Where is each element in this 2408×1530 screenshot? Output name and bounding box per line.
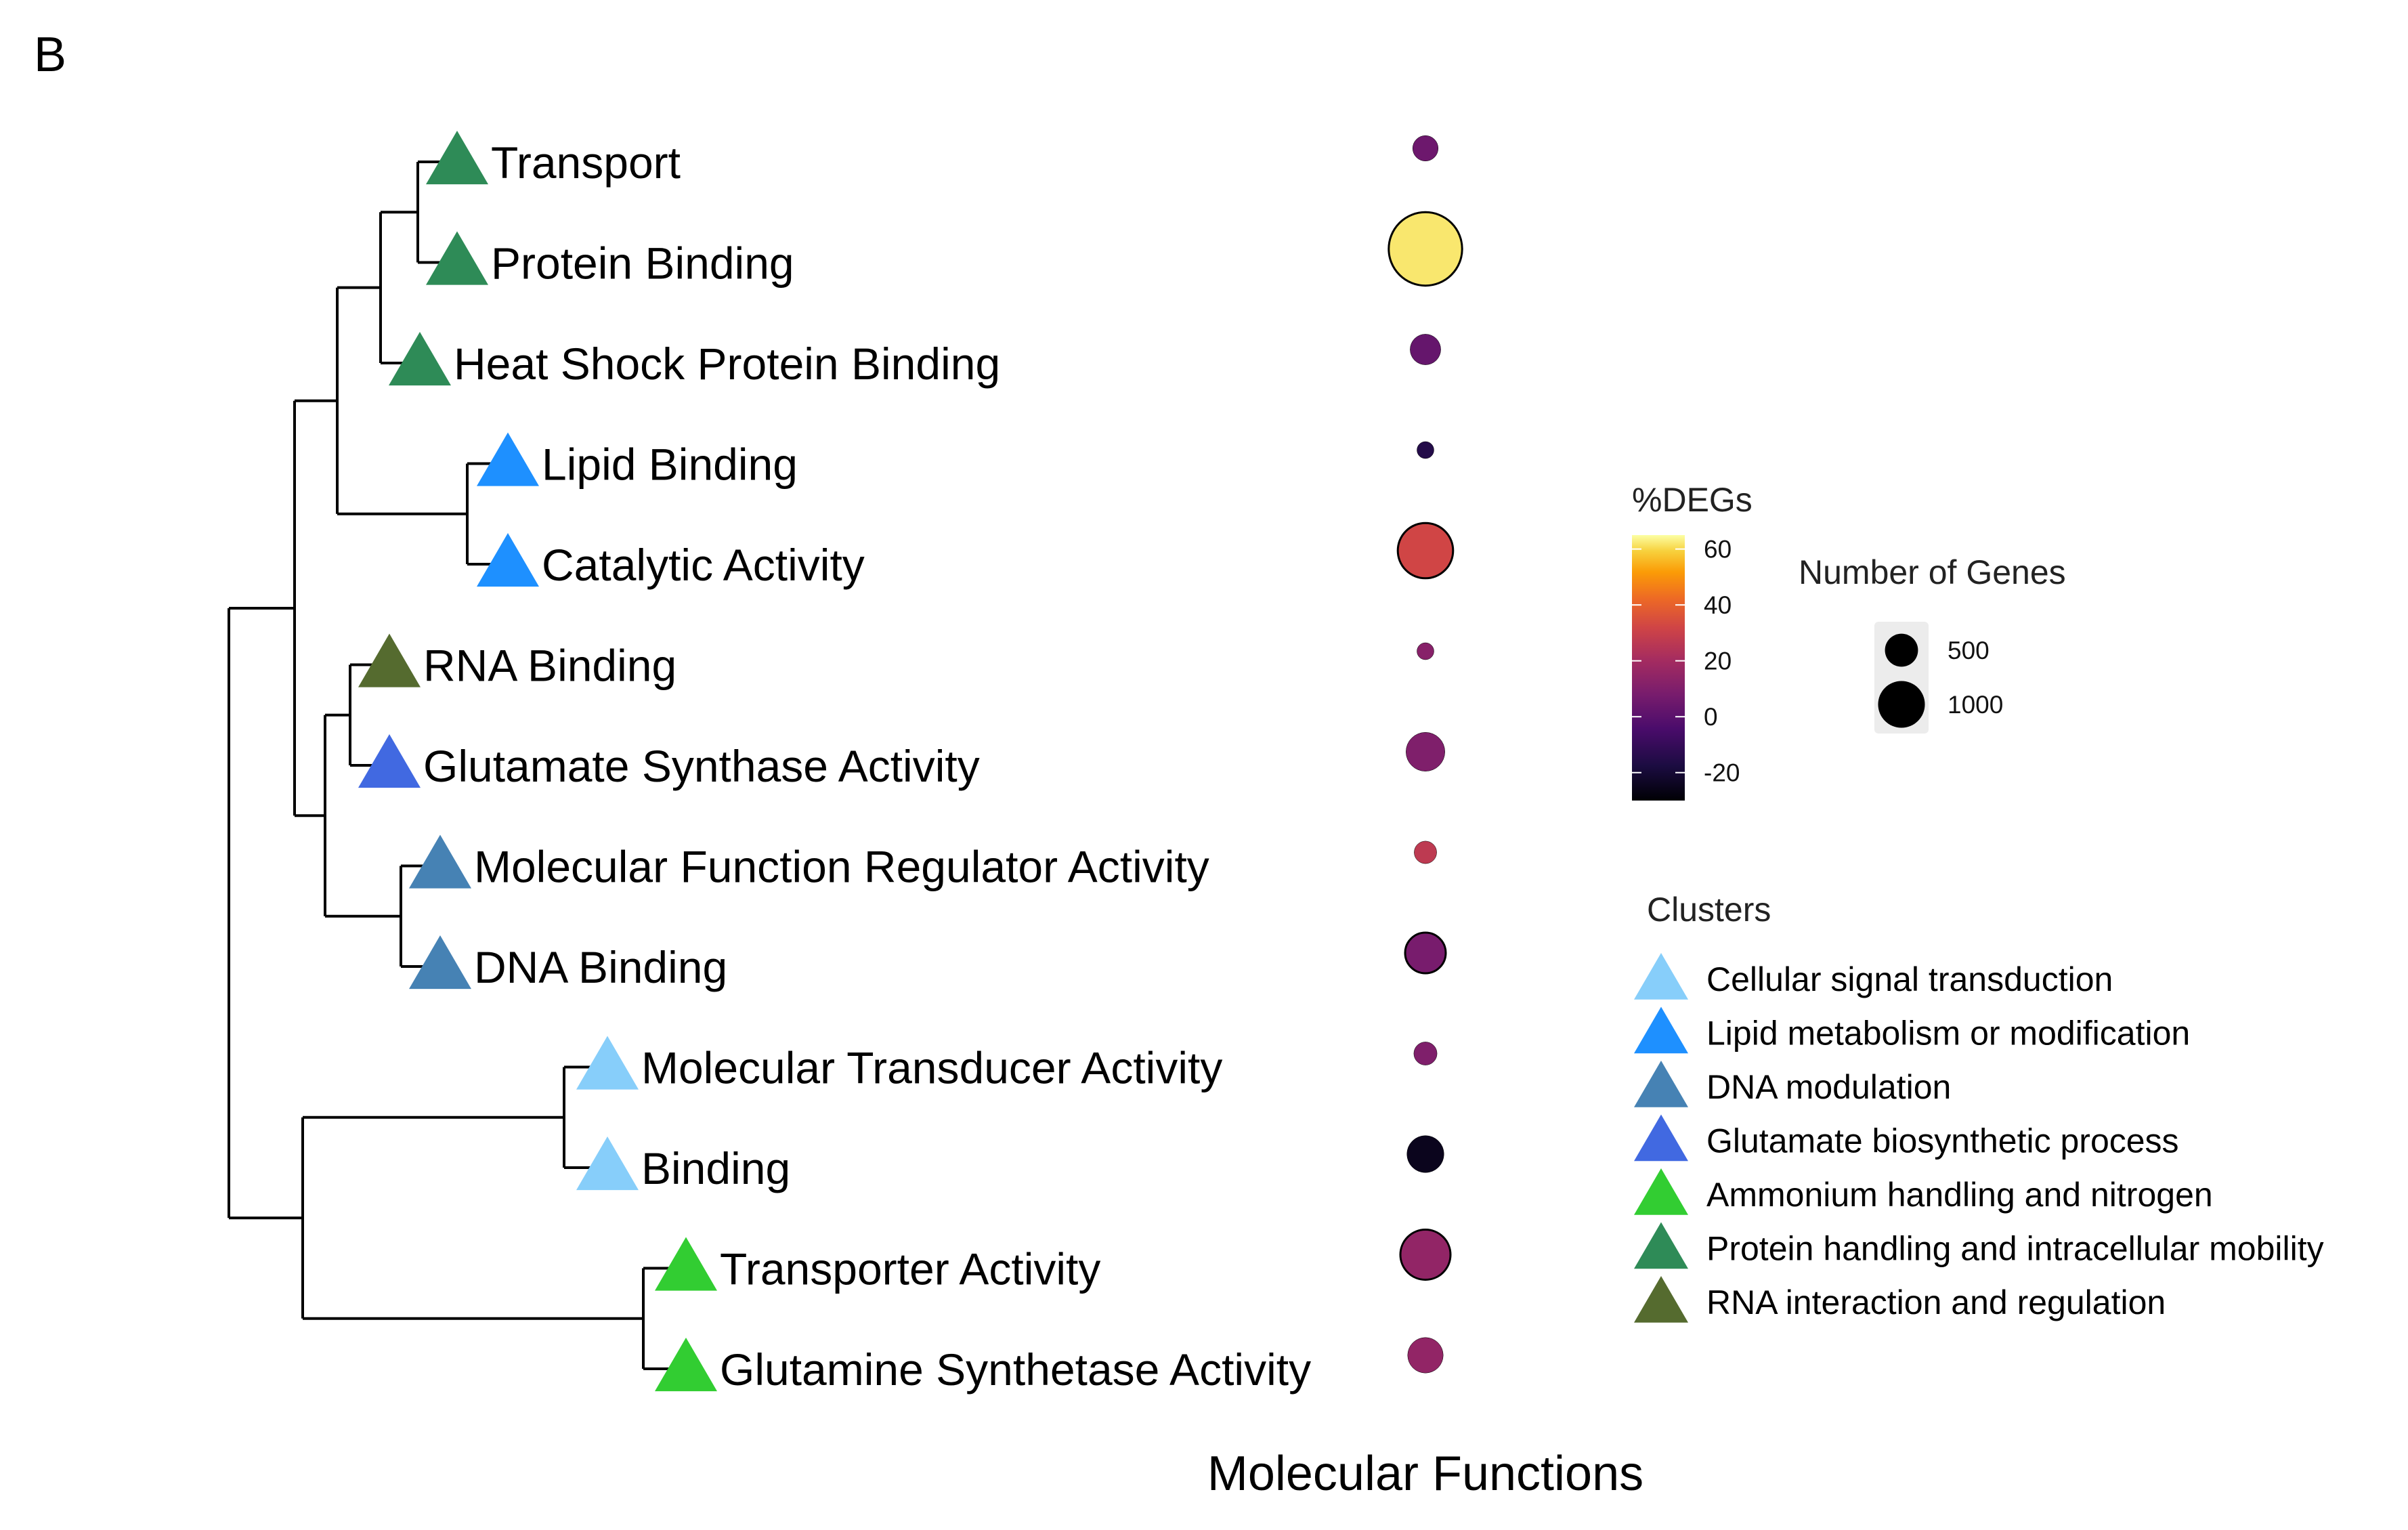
leaf-marker-transport: [426, 131, 488, 185]
cluster-label-protein-handling-and-intracellular-mobility: Protein handling and intracellular mobil…: [1706, 1230, 2324, 1268]
leaf-label-rna-binding: RNA Binding: [423, 641, 676, 691]
bubble-protein-binding: [1388, 211, 1463, 287]
leaf-marker-catalytic-activity: [477, 533, 539, 587]
panel-label: B: [34, 28, 66, 82]
bubble-heat-shock-protein-binding: [1410, 334, 1441, 365]
bubble-glutamine-synthetase-activity: [1407, 1337, 1444, 1374]
cluster-swatch-glutamate-biosynthetic-process: [1634, 1114, 1688, 1162]
cluster-legend: Clusters Cellular signal transduction Lipi…: [1634, 891, 2324, 1323]
dendrogram: [228, 161, 686, 1370]
leaf-label-catalytic-activity: Catalytic Activity: [542, 540, 865, 590]
colorbar-tick-label-4: -20: [1704, 759, 1740, 787]
cluster-swatch-dna-modulation: [1634, 1061, 1688, 1107]
color-legend-title: %DEGs: [1632, 481, 1753, 519]
leaf-marker-molecular-transducer-activity: [576, 1036, 639, 1090]
leaf-marker-heat-shock-protein-binding: [389, 332, 451, 386]
bubble-dna-binding: [1404, 931, 1447, 975]
x-axis-title: Molecular Functions: [1207, 1447, 1643, 1501]
bubble-molecular-function-regulator-activity: [1414, 841, 1437, 864]
colorbar-tick-label-2: 20: [1704, 647, 1732, 675]
leaf-label-molecular-function-regulator-activity: Molecular Function Regulator Activity: [474, 842, 1209, 892]
color-legend: %DEGs 60 40 20 0 -20: [1632, 481, 1753, 801]
cluster-swatch-ammonium-handling-and-nitrogen: [1634, 1168, 1688, 1215]
leaf-marker-rna-binding: [358, 633, 421, 687]
bubble-column: [1388, 135, 1463, 1374]
cluster-swatch-protein-handling-and-intracellular-mobility: [1634, 1222, 1688, 1269]
leaf-label-dna-binding: DNA Binding: [474, 942, 727, 992]
leaf-marker-glutamine-synthetase-activity: [655, 1338, 717, 1392]
leaf-label-glutamate-synthase-activity: Glutamate Synthase Activity: [423, 741, 980, 791]
bubble-glutamate-synthase-activity: [1406, 732, 1445, 771]
colorbar: [1632, 535, 1685, 801]
bubble-catalytic-activity: [1396, 522, 1455, 580]
size-legend-label-1000: 1000: [1948, 691, 2003, 719]
bubble-rna-binding: [1417, 642, 1434, 660]
size-legend-circle-500: [1885, 633, 1918, 667]
leaf-label-lipid-binding: Lipid Binding: [542, 440, 798, 490]
bubble-lipid-binding: [1417, 441, 1434, 459]
bubble-transport: [1412, 135, 1439, 162]
leaf-labels: Transport Protein Binding Heat Shock Prote…: [358, 131, 1311, 1395]
colorbar-tick-label-1: 40: [1704, 591, 1732, 619]
leaf-label-protein-binding: Protein Binding: [491, 238, 794, 289]
leaf-label-binding: Binding: [641, 1143, 790, 1193]
cluster-label-ammonium-handling-and-nitrogen: Ammonium handling and nitrogen: [1706, 1176, 2213, 1214]
size-legend-title: Number of Genes: [1799, 553, 2066, 591]
leaf-marker-transporter-activity: [655, 1237, 717, 1291]
leaf-marker-dna-binding: [409, 935, 471, 990]
leaf-label-molecular-transducer-activity: Molecular Transducer Activity: [641, 1043, 1222, 1093]
size-legend-label-500: 500: [1948, 637, 1990, 664]
cluster-swatch-lipid-metabolism-or-modification: [1634, 1006, 1688, 1054]
size-legend-circle-1000: [1878, 681, 1925, 728]
cluster-swatch-rna-interaction-and-regulation: [1634, 1276, 1688, 1323]
leaf-marker-protein-binding: [426, 231, 488, 285]
leaf-label-transporter-activity: Transporter Activity: [720, 1244, 1100, 1294]
cluster-swatch-cellular-signal-transduction: [1634, 953, 1688, 1000]
leaf-marker-binding: [576, 1136, 639, 1191]
cluster-label-dna-modulation: DNA modulation: [1706, 1068, 1951, 1106]
cluster-label-cellular-signal-transduction: Cellular signal transduction: [1706, 960, 2113, 998]
leaf-marker-glutamate-synthase-activity: [358, 734, 421, 788]
leaf-marker-lipid-binding: [477, 432, 539, 486]
leaf-label-transport: Transport: [491, 137, 681, 188]
leaf-marker-molecular-function-regulator-activity: [409, 834, 471, 889]
colorbar-tick-label-0: 60: [1704, 536, 1732, 564]
cluster-legend-title: Clusters: [1647, 891, 1771, 929]
bubble-transporter-activity: [1399, 1229, 1452, 1281]
bubble-binding: [1406, 1135, 1444, 1173]
cluster-label-glutamate-biosynthetic-process: Glutamate biosynthetic process: [1706, 1122, 2179, 1160]
cluster-label-lipid-metabolism-or-modification: Lipid metabolism or modification: [1706, 1015, 2190, 1053]
colorbar-tick-label-3: 0: [1704, 703, 1718, 731]
bubble-molecular-transducer-activity: [1413, 1042, 1438, 1065]
cluster-label-rna-interaction-and-regulation: RNA interaction and regulation: [1706, 1283, 2166, 1321]
size-legend: Number of Genes 500 1000: [1799, 553, 2066, 734]
leaf-label-heat-shock-protein-binding: Heat Shock Protein Binding: [454, 339, 1000, 389]
leaf-label-glutamine-synthetase-activity: Glutamine Synthetase Activity: [720, 1344, 1311, 1395]
